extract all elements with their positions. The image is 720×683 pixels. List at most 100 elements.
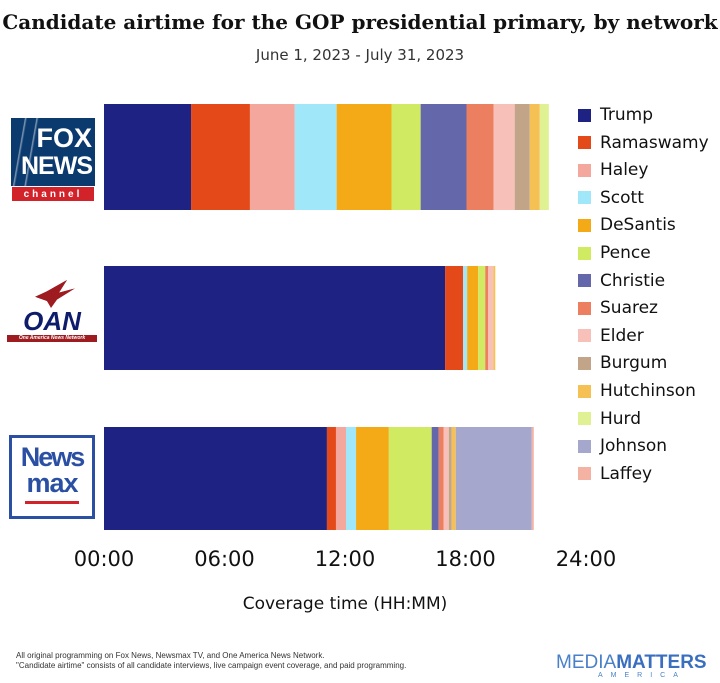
legend-swatch [578, 163, 591, 177]
legend-swatch [578, 412, 591, 426]
bar-segment-oan-trump [104, 266, 446, 370]
bar-segment-fox-news-scott [294, 104, 337, 210]
bar-segment-fox-news-haley [249, 104, 295, 210]
legend-label: Burgum [600, 353, 668, 374]
x-axis-title: Coverage time (HH:MM) [242, 594, 448, 614]
fox-logo-text-2: NEWS [21, 152, 93, 180]
bar-segment-newsmax-trump [104, 427, 327, 530]
legend-swatch [578, 191, 591, 205]
x-tick-label: 18:00 [435, 547, 496, 571]
legend-swatch [578, 301, 591, 315]
bar-segment-oan-pence [478, 266, 486, 370]
bar-segment-newsmax-hutchinson [451, 427, 456, 530]
legend-label: Trump [600, 105, 654, 125]
legend-item-elder: Elder [578, 325, 644, 347]
legend-swatch [578, 218, 591, 232]
legend-item-johnson: Johnson [578, 435, 667, 457]
bar-segment-newsmax-johnson [455, 427, 532, 530]
legend-swatch [578, 439, 591, 453]
eagle-icon [35, 280, 75, 308]
legend-label: Johnson [600, 436, 667, 457]
legend-item-laffey: Laffey [578, 463, 652, 485]
bar-segment-fox-news-elder [493, 104, 515, 210]
bar-segment-fox-news-ramaswamy [191, 104, 250, 210]
bar-segment-newsmax-pence [388, 427, 432, 530]
legend-swatch [578, 136, 591, 150]
bar-segment-fox-news-burgum [514, 104, 530, 210]
bar-segment-fox-news-hutchinson [529, 104, 540, 210]
x-tick-label: 24:00 [556, 547, 617, 571]
oan-logo-subtext: One America News Network [7, 335, 97, 342]
legend-swatch [578, 356, 591, 370]
legend-label: Elder [600, 325, 644, 346]
legend-label: Hurd [600, 408, 642, 429]
x-tick-label: 12:00 [315, 547, 376, 571]
chart-title: Candidate airtime for the GOP presidenti… [2, 10, 718, 34]
legend-item-burgum: Burgum [578, 352, 667, 374]
bar-segment-newsmax-burgum [448, 427, 452, 530]
legend-item-christie: Christie [578, 270, 665, 292]
fox-news-logo: FOX NEWS channel [11, 118, 95, 202]
bar-segment-newsmax-laffey [531, 427, 534, 530]
bar-segment-fox-news-trump [104, 104, 192, 210]
legend-item-hurd: Hurd [578, 408, 641, 430]
legend-label: Hutchinson [600, 381, 696, 401]
legend-label: Suarez [600, 298, 658, 319]
legend-swatch [578, 246, 591, 260]
bar-segment-newsmax-haley [335, 427, 347, 530]
x-tick-label: 06:00 [194, 547, 255, 571]
legend-label: Laffey [600, 463, 653, 484]
bar-segment-newsmax-desantis [356, 427, 389, 530]
newsmax-logo: News max [9, 435, 95, 519]
logo-word-2: MATTERS [616, 652, 707, 673]
legend-label: Haley [600, 160, 649, 181]
bar-segment-newsmax-scott [346, 427, 357, 530]
footnote-line-2: "Candidate airtime" consists of all cand… [16, 661, 407, 670]
newsmax-logo-text-1: News [20, 442, 86, 472]
bar-segment-newsmax-christie [431, 427, 439, 530]
legend-item-desantis: DeSantis [578, 214, 676, 236]
bar-segment-oan-ramaswamy [445, 266, 464, 370]
bar-segment-newsmax-suarez [438, 427, 444, 530]
bar-segment-oan-scott [463, 266, 468, 370]
bar-segment-oan-hutchinson [493, 266, 496, 370]
legend-label: Scott [600, 187, 644, 208]
legend-swatch [578, 274, 591, 288]
legend-item-pence: Pence [578, 242, 651, 264]
bar-segment-newsmax-ramaswamy [326, 427, 336, 530]
footnote: All original programming on Fox News, Ne… [16, 651, 406, 671]
bar-segment-fox-news-pence [391, 104, 421, 210]
bar-segment-oan-elder [488, 266, 494, 370]
bar-segment-fox-news-hurd [539, 104, 549, 210]
legend-item-ramaswamy: Ramaswamy [578, 132, 709, 154]
legend-swatch [578, 384, 591, 398]
legend-label: Ramaswamy [600, 132, 709, 153]
legend-label: Pence [600, 243, 651, 263]
logo-word-1: MEDIA [556, 652, 617, 673]
legend-item-suarez: Suarez [578, 297, 658, 319]
media-matters-logo-sub: AMERICA [598, 672, 686, 679]
bar-segment-fox-news-desantis [336, 104, 392, 210]
legend-item-trump: Trump [578, 104, 653, 126]
legend-swatch [578, 467, 591, 481]
oan-logo-text: OAN [23, 306, 81, 336]
legend-label: Christie [600, 270, 666, 291]
bar-segment-oan-suarez [485, 266, 489, 370]
x-tick-label: 00:00 [74, 547, 135, 571]
fox-logo-text-1: FOX [36, 123, 92, 153]
bar-segment-oan-desantis [467, 266, 479, 370]
bar-segment-fox-news-suarez [466, 104, 494, 210]
legend-swatch [578, 329, 591, 343]
legend-item-hutchinson: Hutchinson [578, 380, 696, 402]
media-matters-logo: MEDIAMATTERS [556, 652, 707, 674]
bar-segment-newsmax-elder [443, 427, 449, 530]
oan-logo: OAN One America News Network [7, 278, 97, 346]
legend-item-haley: Haley [578, 159, 648, 181]
bar-segment-fox-news-christie [420, 104, 467, 210]
legend-swatch [578, 108, 591, 122]
newsmax-logo-text-2: max [26, 468, 78, 498]
chart-subtitle: June 1, 2023 - July 31, 2023 [255, 46, 465, 64]
fox-logo-text-3: channel [11, 186, 95, 202]
